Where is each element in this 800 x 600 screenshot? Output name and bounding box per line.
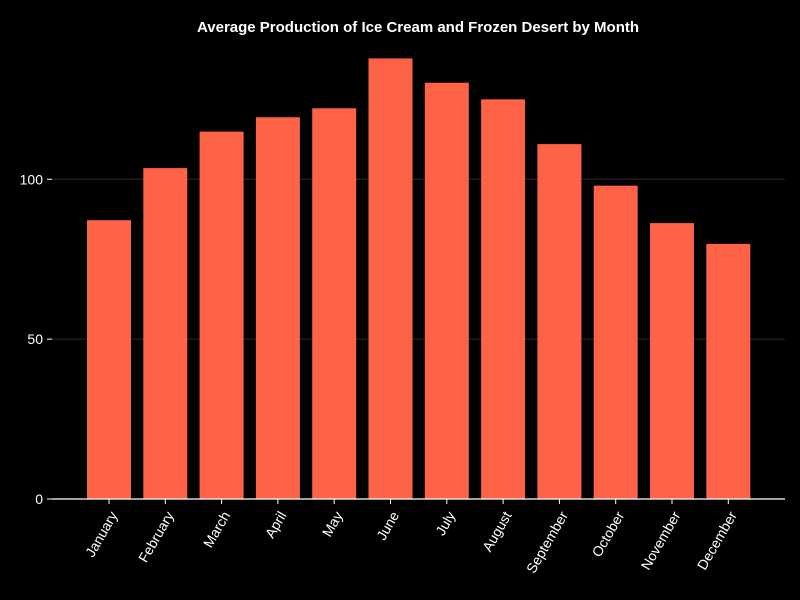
y-tick-label: 100 — [20, 171, 44, 187]
x-tick-label: February — [135, 509, 177, 566]
chart-title: Average Production of Ice Cream and Froz… — [197, 19, 639, 36]
bar-june — [368, 58, 413, 500]
x-tick-label: November — [637, 508, 683, 572]
bar-april — [255, 117, 300, 499]
bar-september — [537, 144, 582, 499]
y-tick-label: 50 — [27, 331, 43, 347]
x-tick-label: August — [479, 508, 515, 554]
x-tick-label: May — [319, 509, 346, 540]
bar-july — [424, 82, 469, 500]
x-tick-label: October — [589, 508, 628, 559]
x-tick-label: June — [373, 508, 402, 542]
bar-may — [312, 108, 357, 499]
x-tick-label: December — [694, 508, 740, 572]
bars — [87, 58, 751, 500]
bar-october — [593, 185, 638, 499]
bar-january — [87, 220, 131, 499]
x-tick-label: September — [523, 508, 571, 576]
axes — [47, 178, 785, 504]
x-tick-label: April — [262, 509, 290, 541]
bar-november — [650, 223, 694, 499]
x-tick-label: July — [432, 509, 458, 539]
bar-december — [706, 243, 751, 499]
bar-august — [481, 99, 526, 499]
y-tick-label: 0 — [35, 491, 43, 507]
x-tick-label: January — [82, 509, 121, 560]
bar-march — [199, 131, 244, 499]
x-tick-label: March — [200, 509, 233, 551]
bar-february — [143, 168, 188, 499]
